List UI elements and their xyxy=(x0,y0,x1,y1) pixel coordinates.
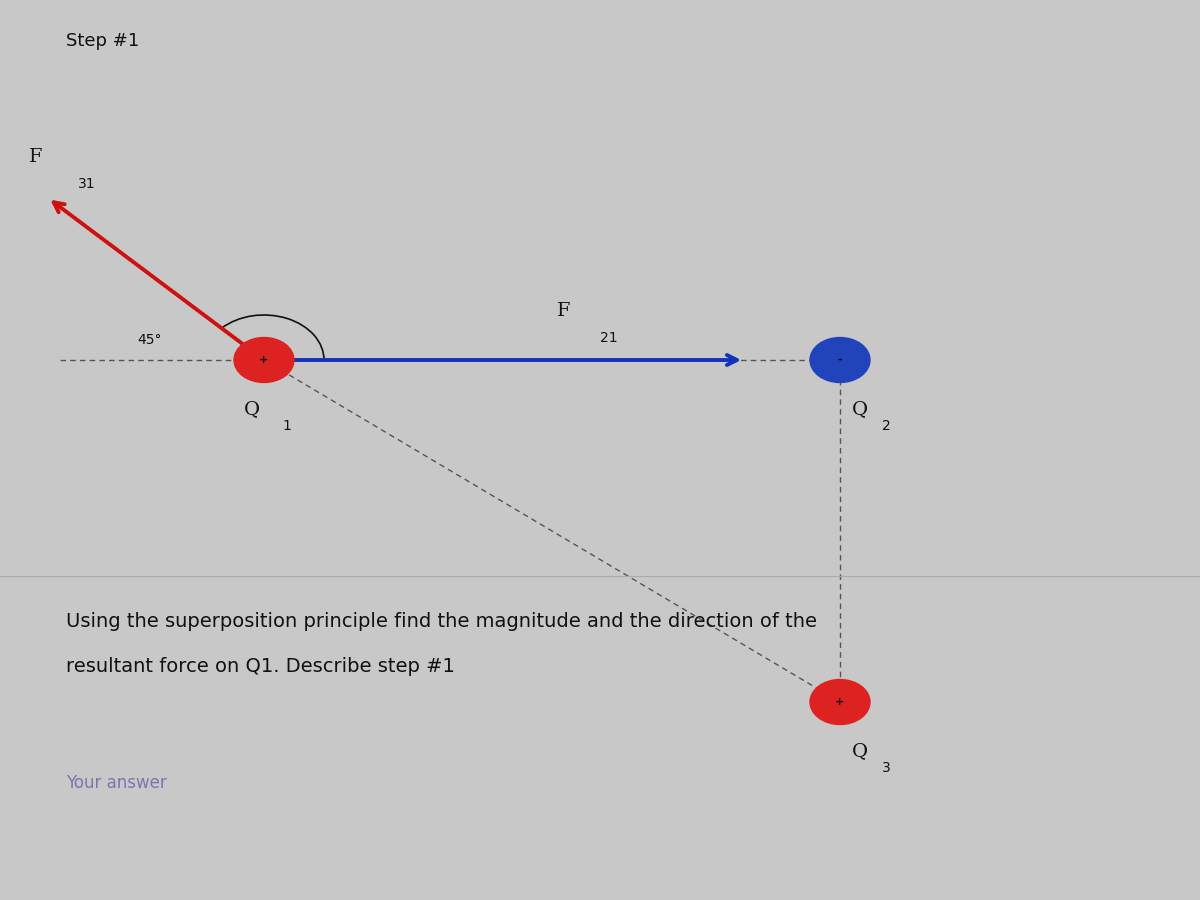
Circle shape xyxy=(810,680,870,724)
Text: resultant force on Q1. Describe step #1: resultant force on Q1. Describe step #1 xyxy=(66,657,455,676)
Text: F: F xyxy=(29,148,43,166)
Text: 31: 31 xyxy=(78,177,96,192)
Text: Q: Q xyxy=(244,400,260,418)
Text: Q: Q xyxy=(852,742,868,760)
Text: +: + xyxy=(259,355,269,365)
Circle shape xyxy=(810,338,870,382)
Circle shape xyxy=(234,338,294,382)
Text: F: F xyxy=(557,302,571,319)
Text: 1: 1 xyxy=(282,418,290,433)
Text: 21: 21 xyxy=(600,330,618,345)
Text: Q: Q xyxy=(852,400,868,418)
Text: Your answer: Your answer xyxy=(66,774,167,792)
Text: Step #1: Step #1 xyxy=(66,32,139,50)
Text: Using the superposition principle find the magnitude and the direction of the: Using the superposition principle find t… xyxy=(66,612,817,631)
Text: +: + xyxy=(835,697,845,707)
Text: 45°: 45° xyxy=(138,332,162,347)
Text: 3: 3 xyxy=(882,760,890,775)
Text: 2: 2 xyxy=(882,418,890,433)
Text: -: - xyxy=(838,355,842,365)
